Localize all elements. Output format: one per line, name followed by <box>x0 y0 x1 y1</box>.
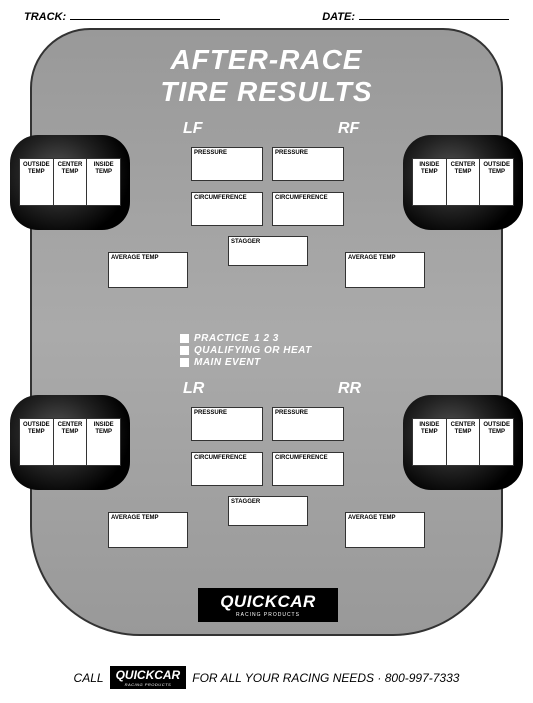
avg-temp-rr[interactable]: AVERAGE TEMP <box>345 512 425 548</box>
temp-center: CENTER TEMP <box>447 419 481 465</box>
date-field[interactable]: DATE: <box>322 8 509 23</box>
corner-rf-label: RF <box>338 120 359 138</box>
pressure-rr[interactable]: PRESSURE <box>272 407 344 441</box>
temp-center: CENTER TEMP <box>54 159 88 205</box>
pressure-rf[interactable]: PRESSURE <box>272 147 344 181</box>
brand-sub: RACING PRODUCTS <box>236 612 300 618</box>
track-field[interactable]: TRACK: <box>24 8 220 23</box>
brand-logo-footer: QUICKCAR RACING PRODUCTS <box>110 666 187 689</box>
temps-rf[interactable]: INSIDE TEMP CENTER TEMP OUTSIDE TEMP <box>412 158 514 206</box>
corner-lr-label: LR <box>183 380 204 398</box>
title-line2: TIRE RESULTS <box>32 76 501 108</box>
circumference-lr[interactable]: CIRCUMFERENCE <box>191 452 263 486</box>
temp-inside: INSIDE TEMP <box>87 419 120 465</box>
avg-temp-lr[interactable]: AVERAGE TEMP <box>108 512 188 548</box>
temp-inside: INSIDE TEMP <box>413 159 447 205</box>
temp-outside: OUTSIDE TEMP <box>20 419 54 465</box>
temp-center: CENTER TEMP <box>447 159 481 205</box>
track-label: TRACK: <box>24 11 66 23</box>
title-line1: AFTER-RACE <box>32 44 501 76</box>
temp-outside: OUTSIDE TEMP <box>20 159 54 205</box>
checkbox-icon[interactable] <box>180 334 189 343</box>
avg-temp-lf[interactable]: AVERAGE TEMP <box>108 252 188 288</box>
brand-logo-panel: QUICKCAR RACING PRODUCTS <box>198 588 338 622</box>
pressure-lf[interactable]: PRESSURE <box>191 147 263 181</box>
pressure-lr[interactable]: PRESSURE <box>191 407 263 441</box>
temp-outside: OUTSIDE TEMP <box>480 159 513 205</box>
date-input-line[interactable] <box>359 8 509 20</box>
corner-rr-label: RR <box>338 380 361 398</box>
avg-temp-rf[interactable]: AVERAGE TEMP <box>345 252 425 288</box>
temp-center: CENTER TEMP <box>54 419 88 465</box>
temp-inside: INSIDE TEMP <box>413 419 447 465</box>
temps-lf[interactable]: OUTSIDE TEMP CENTER TEMP INSIDE TEMP <box>19 158 121 206</box>
temp-outside: OUTSIDE TEMP <box>480 419 513 465</box>
stagger-front[interactable]: STAGGER <box>228 236 308 266</box>
main-event-row[interactable]: MAIN EVENT <box>180 357 312 368</box>
session-select: PRACTICE1 2 3 QUALIFYING OR HEAT MAIN EV… <box>180 332 312 369</box>
temps-lr[interactable]: OUTSIDE TEMP CENTER TEMP INSIDE TEMP <box>19 418 121 466</box>
date-label: DATE: <box>322 11 355 23</box>
footer-pre: CALL <box>74 671 104 685</box>
temp-inside: INSIDE TEMP <box>87 159 120 205</box>
temps-rr[interactable]: INSIDE TEMP CENTER TEMP OUTSIDE TEMP <box>412 418 514 466</box>
results-panel: AFTER-RACE TIRE RESULTS LF RF LR RR OUTS… <box>30 28 503 636</box>
qualifying-row[interactable]: QUALIFYING OR HEAT <box>180 345 312 356</box>
corner-lf-label: LF <box>183 120 203 138</box>
track-input-line[interactable] <box>70 8 220 20</box>
checkbox-icon[interactable] <box>180 358 189 367</box>
footer-post: FOR ALL YOUR RACING NEEDS · 800-997-7333 <box>192 671 459 685</box>
header-bar: TRACK: DATE: <box>0 0 533 27</box>
panel-title: AFTER-RACE TIRE RESULTS <box>32 30 501 110</box>
circumference-rf[interactable]: CIRCUMFERENCE <box>272 192 344 226</box>
footer: CALL QUICKCAR RACING PRODUCTS FOR ALL YO… <box>0 666 533 689</box>
practice-row[interactable]: PRACTICE1 2 3 <box>180 333 312 344</box>
stagger-rear[interactable]: STAGGER <box>228 496 308 526</box>
brand-name: QUICKCAR <box>220 592 316 612</box>
circumference-lf[interactable]: CIRCUMFERENCE <box>191 192 263 226</box>
checkbox-icon[interactable] <box>180 346 189 355</box>
circumference-rr[interactable]: CIRCUMFERENCE <box>272 452 344 486</box>
